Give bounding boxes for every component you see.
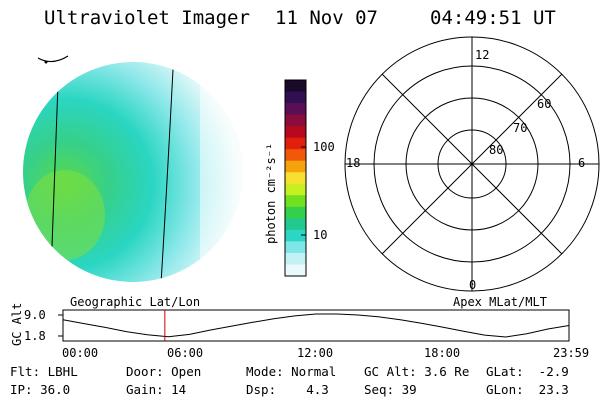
colorbar-tick-10: 10 bbox=[313, 228, 328, 242]
status-seq: Seq: 39 bbox=[364, 382, 417, 397]
status-glat: GLat: -2.9 bbox=[486, 364, 569, 379]
mlat-label-70: 70 bbox=[513, 121, 528, 135]
emission-fade-edge bbox=[200, 62, 243, 282]
colorbar-tick-100: 100 bbox=[313, 140, 335, 154]
colorbar-segment bbox=[285, 160, 306, 173]
colorbar-segment bbox=[285, 103, 306, 116]
polar-plot bbox=[344, 36, 600, 292]
colorbar-segment bbox=[285, 91, 306, 104]
date-label: 11 Nov 07 bbox=[275, 7, 378, 29]
status-gain: Gain: 14 bbox=[126, 382, 187, 397]
colorbar-unit-label: photon cm⁻²s⁻¹ bbox=[264, 142, 278, 244]
x-tick-1200: 12:00 bbox=[297, 346, 334, 360]
x-tick-0000: 00:00 bbox=[62, 346, 99, 360]
colorbar-segment bbox=[285, 206, 306, 219]
mlt-label-18: 18 bbox=[346, 156, 361, 170]
instrument-title: Ultraviolet Imager bbox=[44, 7, 250, 29]
colorbar-segment bbox=[285, 229, 306, 243]
status-door: Door: Open bbox=[126, 364, 202, 379]
mlat-label-60: 60 bbox=[537, 97, 552, 111]
apex-projection-label: Apex MLat/MLT bbox=[453, 295, 547, 309]
colorbar-segment bbox=[285, 252, 306, 266]
orbit-plot bbox=[58, 309, 570, 342]
colorbar-segment bbox=[285, 137, 306, 150]
time-label: 04:49:51 UT bbox=[430, 7, 556, 29]
mlt-label-6: 6 bbox=[578, 156, 586, 170]
colorbar bbox=[284, 79, 307, 277]
colorbar-segment bbox=[285, 149, 306, 162]
status-mode: Mode: Normal bbox=[246, 364, 337, 379]
gc-alt-tick-9: 9.0 bbox=[24, 308, 46, 322]
status-dsp: Dsp: 4.3 bbox=[246, 382, 329, 397]
gc-alt-axis-label: GC Alt bbox=[10, 302, 24, 346]
colorbar-segment bbox=[285, 183, 306, 196]
colorbar-segment bbox=[285, 172, 306, 185]
mlt-label-12: 12 bbox=[475, 48, 490, 62]
coastline-dot bbox=[44, 60, 48, 64]
colorbar-segment bbox=[285, 241, 306, 254]
x-tick-2359: 23:59 bbox=[553, 346, 590, 360]
status-ip: IP: 36.0 bbox=[10, 382, 71, 397]
diagonal-line-b bbox=[381, 73, 563, 255]
colorbar-segment bbox=[285, 264, 306, 277]
mlat-label-80: 80 bbox=[489, 143, 504, 157]
x-tick-1800: 18:00 bbox=[424, 346, 461, 360]
colorbar-segment bbox=[285, 218, 306, 231]
colorbar-segment bbox=[285, 195, 306, 208]
status-flt: Flt: LBHL bbox=[10, 364, 78, 379]
colorbar-segment bbox=[285, 80, 306, 93]
uv-image-panel bbox=[23, 55, 243, 282]
gc-alt-tick-1.8: 1.8 bbox=[24, 329, 46, 343]
status-glon: GLon: 23.3 bbox=[486, 382, 569, 397]
coastline-fragment bbox=[37, 55, 69, 63]
colorbar-segment bbox=[285, 114, 306, 127]
gc-altitude-line bbox=[62, 313, 570, 338]
emission-hotspot bbox=[25, 170, 105, 260]
status-gc-alt: GC Alt: 3.6 Re bbox=[364, 364, 470, 379]
colorbar-segment bbox=[285, 126, 306, 139]
colorbar-frame bbox=[284, 79, 307, 277]
geo-projection-label: Geographic Lat/Lon bbox=[70, 295, 201, 309]
x-tick-0600: 06:00 bbox=[167, 346, 204, 360]
mlt-label-0: 0 bbox=[469, 278, 477, 292]
